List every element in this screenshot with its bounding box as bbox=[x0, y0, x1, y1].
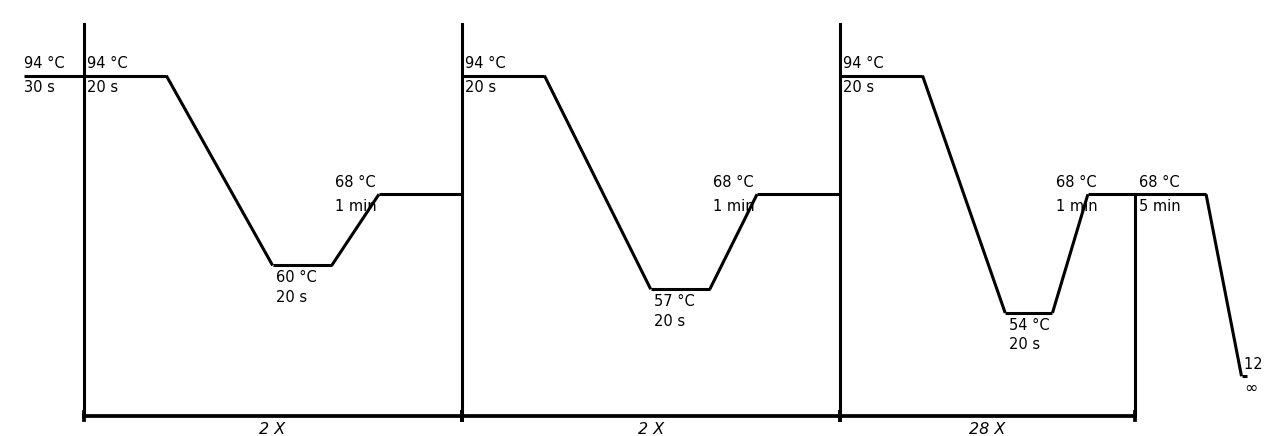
Text: 20 s: 20 s bbox=[465, 80, 496, 95]
Text: 57 °C: 57 °C bbox=[655, 294, 695, 309]
Text: 12 °C: 12 °C bbox=[1244, 357, 1266, 371]
Text: 68 °C: 68 °C bbox=[1056, 174, 1096, 190]
Text: 2 X: 2 X bbox=[260, 422, 286, 436]
Text: 20 s: 20 s bbox=[87, 80, 118, 95]
Text: 1 min: 1 min bbox=[335, 199, 377, 214]
Text: 54 °C: 54 °C bbox=[1009, 318, 1050, 333]
Text: 94 °C: 94 °C bbox=[87, 56, 128, 71]
Text: 2 X: 2 X bbox=[638, 422, 663, 436]
Text: 68 °C: 68 °C bbox=[1138, 174, 1180, 190]
Text: 5 min: 5 min bbox=[1138, 199, 1180, 214]
Text: 94 °C: 94 °C bbox=[24, 56, 65, 71]
Text: 94 °C: 94 °C bbox=[465, 56, 506, 71]
Text: 20 s: 20 s bbox=[1009, 337, 1039, 352]
Text: 60 °C: 60 °C bbox=[276, 270, 316, 285]
Text: 1 min: 1 min bbox=[713, 199, 755, 214]
Text: 20 s: 20 s bbox=[843, 80, 875, 95]
Text: 68 °C: 68 °C bbox=[335, 174, 376, 190]
Text: 1 min: 1 min bbox=[1056, 199, 1098, 214]
Text: 28 X: 28 X bbox=[970, 422, 1005, 436]
Text: 68 °C: 68 °C bbox=[713, 174, 755, 190]
Text: ∞: ∞ bbox=[1244, 381, 1257, 396]
Text: 20 s: 20 s bbox=[276, 290, 308, 305]
Text: 20 s: 20 s bbox=[655, 314, 685, 329]
Text: 94 °C: 94 °C bbox=[843, 56, 884, 71]
Text: 30 s: 30 s bbox=[24, 80, 56, 95]
